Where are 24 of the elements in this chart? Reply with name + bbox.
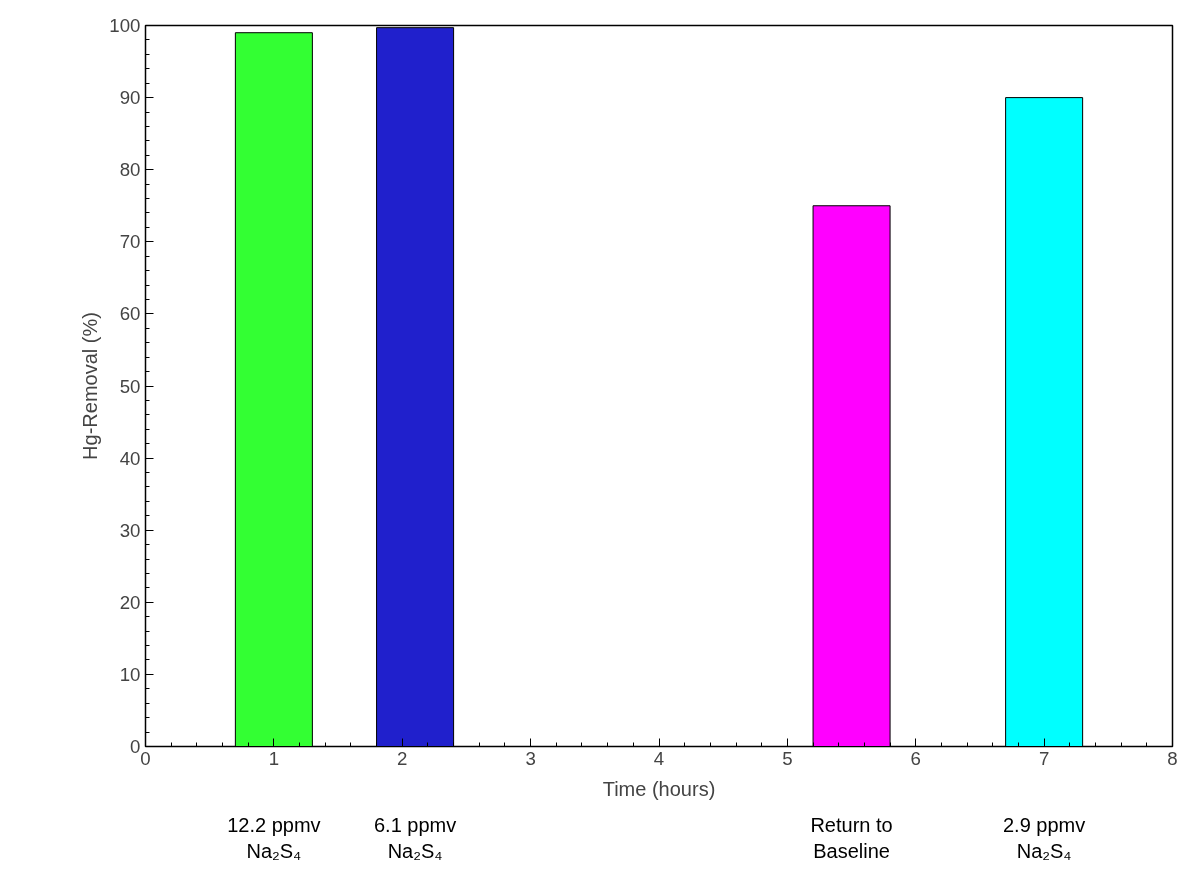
y-tick-label: 100 xyxy=(109,15,141,36)
x-tick-label: 2 xyxy=(397,747,408,769)
y-tick-label: 40 xyxy=(119,447,141,469)
x-tick-label: 3 xyxy=(525,747,536,769)
y-tick-label: 60 xyxy=(119,303,141,325)
x-tick-label: 8 xyxy=(1167,747,1178,769)
y-tick-label: 30 xyxy=(119,519,141,541)
x-tick-label: 1 xyxy=(268,747,280,769)
text: 2.9 ppmv Na₂S₄ xyxy=(1002,813,1086,862)
x-tick-label: 7 xyxy=(1038,747,1050,769)
y-tick-label: 70 xyxy=(119,231,141,253)
text: Return to Baseline xyxy=(810,813,893,862)
x-tick-label: 4 xyxy=(653,747,665,769)
text: 12.2 ppmv Na₂S₄ xyxy=(227,813,321,862)
y-tick-label: 10 xyxy=(119,663,141,685)
y-tick-label: 90 xyxy=(119,87,141,109)
y-axis-title: Hg-Removal (%) xyxy=(79,312,102,460)
y-tick-label: 80 xyxy=(119,159,141,181)
y-tick-label: 20 xyxy=(119,591,141,613)
y-tick-label: 50 xyxy=(119,375,141,397)
x-axis-title: Time (hours) xyxy=(602,777,716,800)
x-tick-label: 5 xyxy=(782,747,793,769)
text: 6.1 ppmv Na₂S₄ xyxy=(373,813,457,862)
x-tick-label: 6 xyxy=(910,747,921,769)
